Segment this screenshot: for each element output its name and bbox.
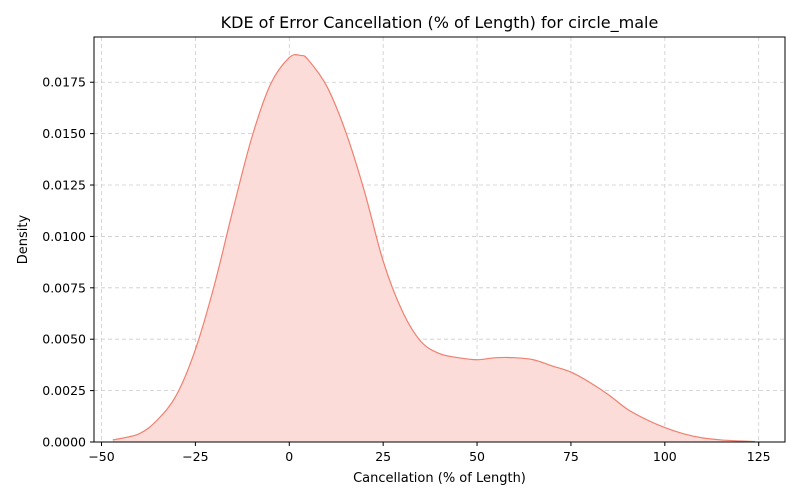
x-tick-label: −25	[182, 449, 208, 464]
x-tick-label: 0	[285, 449, 293, 464]
y-tick-label: 0.0100	[42, 229, 86, 244]
density-area-layer	[112, 54, 755, 443]
x-tick-label: 125	[747, 449, 771, 464]
y-axis-ticks: 0.0000 0.0025 0.0050 0.0075 0.0100 0.0125 0.01…	[42, 75, 94, 450]
x-tick-label: 75	[563, 449, 579, 464]
chart-title: KDE of Error Cancellation (% of Length) …	[221, 13, 659, 33]
y-tick-label: 0.0150	[42, 126, 86, 141]
y-axis-label: Density	[16, 214, 31, 264]
x-axis-ticks: −50 −25 0 25 50 75 100 125	[88, 442, 771, 464]
y-tick-label: 0.0075	[42, 280, 86, 295]
y-tick-label: 0.0050	[42, 332, 86, 347]
density-fill	[112, 54, 755, 442]
x-tick-label: 50	[469, 449, 485, 464]
y-tick-label: 0.0175	[42, 75, 86, 90]
y-tick-label: 0.0025	[42, 383, 86, 398]
x-tick-label: 100	[653, 449, 677, 464]
y-tick-label: 0.0125	[42, 178, 86, 193]
x-axis-label: Cancellation (% of Length)	[353, 471, 526, 486]
x-tick-label: −50	[88, 449, 114, 464]
plot-frame	[93, 36, 786, 443]
x-tick-label: 25	[375, 449, 391, 464]
y-tick-label: 0.0000	[42, 435, 86, 450]
density-line	[112, 54, 755, 443]
